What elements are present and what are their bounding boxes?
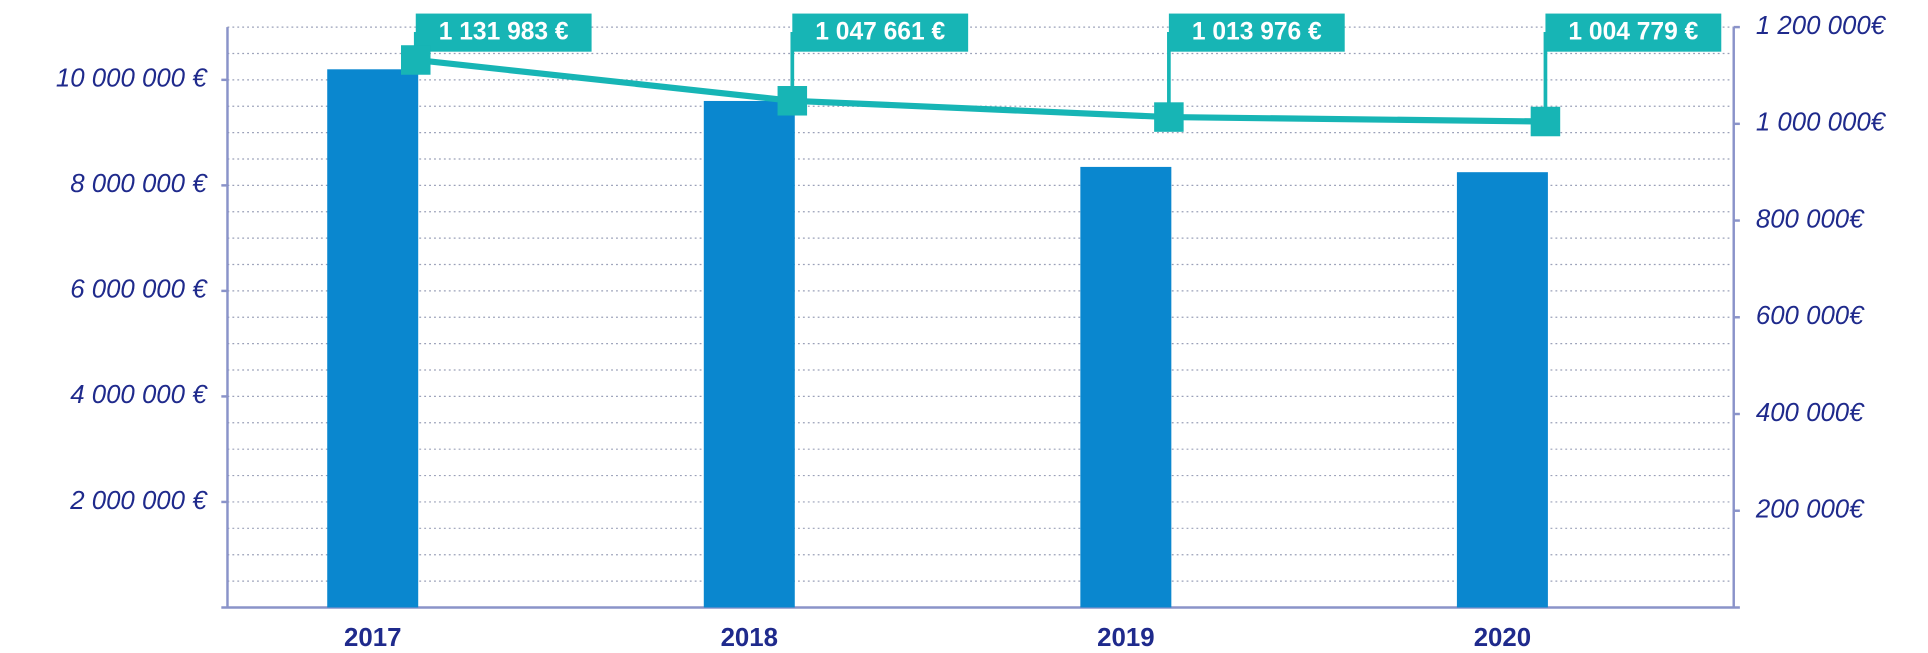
label-box xyxy=(792,13,969,52)
y2-tick-label: 600 000€ xyxy=(1756,302,1865,330)
y-tick-label: 8 000 000 € xyxy=(70,170,208,198)
x-tick-label: 2018 xyxy=(721,624,778,652)
line xyxy=(415,56,1546,125)
y2-tick-label: 800 000€ xyxy=(1756,205,1865,233)
marker xyxy=(777,86,808,116)
y2-tick-label: 400 000€ xyxy=(1756,399,1865,427)
y-tick-label: 2 000 000 € xyxy=(69,487,208,515)
marker xyxy=(1530,106,1561,137)
data-label: 1 047 661 € xyxy=(815,19,945,46)
bar xyxy=(1456,172,1548,608)
label-box xyxy=(1168,13,1345,52)
y2-tick-label: 200 000€ xyxy=(1755,496,1865,524)
y-tick-label: 10 000 000 € xyxy=(56,65,208,93)
marker xyxy=(1154,102,1184,132)
bar xyxy=(1080,166,1172,608)
data-label: 1 131 983 € xyxy=(439,19,569,46)
bar xyxy=(703,100,795,608)
x-tick-label: 2017 xyxy=(344,624,401,652)
data-label: 1 013 976 € xyxy=(1192,19,1322,46)
data-label: 1 004 779 € xyxy=(1568,19,1698,46)
label-box xyxy=(1545,13,1722,52)
x-tick-label: 2019 xyxy=(1097,624,1154,652)
y-tick-label: 6 000 000 € xyxy=(70,276,208,304)
bar xyxy=(327,69,419,608)
y2-tick-label: 1 200 000€ xyxy=(1756,12,1887,40)
y-tick-label: 4 000 000 € xyxy=(70,381,208,409)
x-tick-label: 2020 xyxy=(1474,624,1531,652)
y2-tick-label: 1 000 000€ xyxy=(1756,109,1887,137)
label-box xyxy=(415,13,592,52)
marker xyxy=(401,45,431,75)
